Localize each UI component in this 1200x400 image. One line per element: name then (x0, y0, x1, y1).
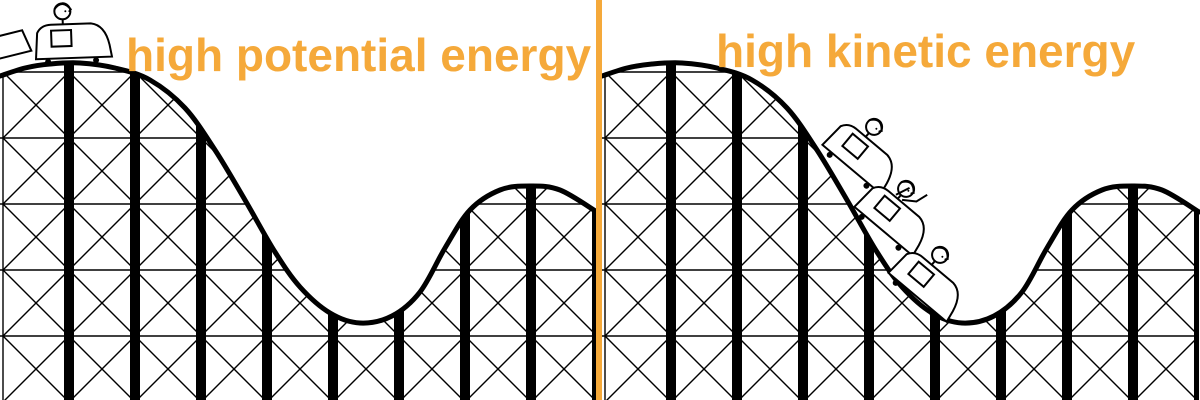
rider (930, 245, 950, 266)
coaster-car (852, 179, 928, 258)
rider (53, 2, 73, 25)
coaster-car (820, 117, 893, 196)
coaster-track-right (599, 60, 1200, 326)
coaster-car (886, 245, 959, 324)
rider (864, 117, 884, 138)
coaster-cars-left (0, 2, 114, 65)
coaster-car (34, 2, 114, 65)
rider (895, 179, 928, 203)
coaster-car-trailing (0, 29, 33, 65)
coaster-track-left (0, 60, 600, 326)
panel-divider (596, 0, 602, 400)
kinetic-energy-label: high kinetic energy (716, 25, 1136, 77)
coaster-cars-right (820, 117, 959, 324)
potential-energy-label: high potential energy (126, 29, 592, 81)
